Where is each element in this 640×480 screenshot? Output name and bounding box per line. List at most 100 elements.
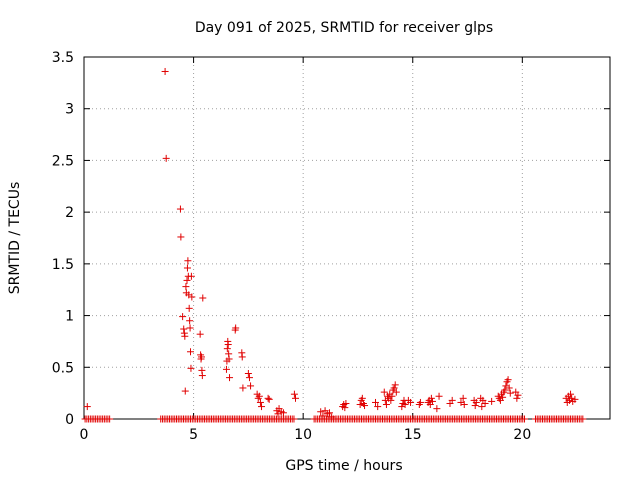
data-point <box>387 396 395 404</box>
data-point <box>291 394 299 402</box>
data-point <box>265 395 273 403</box>
data-point <box>180 325 188 333</box>
y-tick-label: 3 <box>65 102 74 118</box>
data-point <box>186 317 194 325</box>
data-point <box>567 390 575 398</box>
data-point <box>499 393 507 401</box>
data-point <box>176 205 184 213</box>
data-point <box>514 391 522 399</box>
data-point <box>188 293 196 301</box>
data-point <box>224 341 232 349</box>
x-tick-label: 0 <box>80 427 89 443</box>
data-point <box>428 397 436 405</box>
data-point <box>245 374 253 382</box>
data-point <box>184 257 192 265</box>
data-point <box>187 272 195 280</box>
data-point <box>391 381 399 389</box>
data-point <box>181 387 189 395</box>
data-point <box>186 324 194 332</box>
data-point <box>264 394 272 402</box>
y-tick-label: 0 <box>65 412 74 428</box>
data-point <box>392 388 400 396</box>
data-point <box>505 384 513 392</box>
plot-frame <box>83 56 611 420</box>
data-point <box>182 283 190 291</box>
y-tick-label: 1.5 <box>52 257 74 273</box>
data-point <box>226 374 234 382</box>
data-point <box>247 382 255 390</box>
data-point <box>183 264 191 272</box>
data-point <box>460 401 468 409</box>
data-point <box>187 364 195 372</box>
data-point <box>401 401 409 409</box>
grid <box>84 57 610 419</box>
data-point-zero <box>106 415 114 423</box>
y-tick-label: 2 <box>65 205 74 221</box>
data-point <box>504 376 512 384</box>
data-point <box>481 399 489 407</box>
data-point <box>179 313 187 321</box>
data-point <box>232 324 240 332</box>
data-point <box>290 390 298 398</box>
data-point <box>222 365 230 373</box>
data-point <box>225 355 233 363</box>
data-point <box>244 369 252 377</box>
data-point <box>448 396 456 404</box>
data-point <box>416 398 424 406</box>
x-tick-label: 20 <box>513 427 531 443</box>
data-point <box>255 392 263 400</box>
data-point <box>478 403 486 411</box>
data-point <box>356 401 364 409</box>
y-tick-label: 1 <box>65 309 74 325</box>
data-point <box>197 353 205 361</box>
data-point <box>342 399 350 407</box>
data-point <box>162 154 170 162</box>
data-point <box>407 398 415 406</box>
data-point <box>433 405 441 413</box>
data-point <box>196 330 204 338</box>
data-point <box>501 386 509 394</box>
data-point-zero <box>521 415 529 423</box>
data-point <box>459 394 467 402</box>
data-point <box>183 276 191 284</box>
data-point <box>161 67 169 75</box>
data-point <box>390 384 398 392</box>
data-point <box>380 388 388 396</box>
data-point <box>506 389 514 397</box>
data-point <box>472 398 480 406</box>
y-axis-label: SRMTID / TECUs <box>7 182 23 295</box>
data-point <box>328 413 336 421</box>
data-point <box>361 402 369 410</box>
data-point <box>199 294 207 302</box>
data-point <box>358 394 366 402</box>
data-point <box>488 397 496 405</box>
data-point <box>471 402 479 410</box>
data-point <box>279 409 287 417</box>
data-point <box>185 304 193 312</box>
data-point <box>239 384 247 392</box>
x-tick-label: 5 <box>189 427 198 443</box>
data-point <box>319 412 327 420</box>
data-point <box>187 348 195 356</box>
data-point <box>177 233 185 241</box>
x-tick-label: 15 <box>404 427 422 443</box>
data-point <box>435 392 443 400</box>
data-point-zero <box>579 415 587 423</box>
data-point <box>83 403 91 411</box>
data-point <box>325 409 333 417</box>
y-tick-label: 0.5 <box>52 360 74 376</box>
data-point <box>341 404 349 412</box>
data-point <box>388 392 396 400</box>
axis-ticks: 0 0.5 1 1.5 2 2.5 3 3.5 0 5 10 15 20 <box>52 50 610 443</box>
data-point <box>568 394 576 402</box>
x-axis-label: GPS time / hours <box>285 458 402 474</box>
data-point-zero <box>290 415 298 423</box>
data-points <box>81 67 587 423</box>
data-point <box>238 353 246 361</box>
data-point <box>256 398 264 406</box>
data-point <box>258 403 266 411</box>
data-point <box>382 401 390 409</box>
data-point <box>223 345 231 353</box>
data-point <box>427 394 435 402</box>
